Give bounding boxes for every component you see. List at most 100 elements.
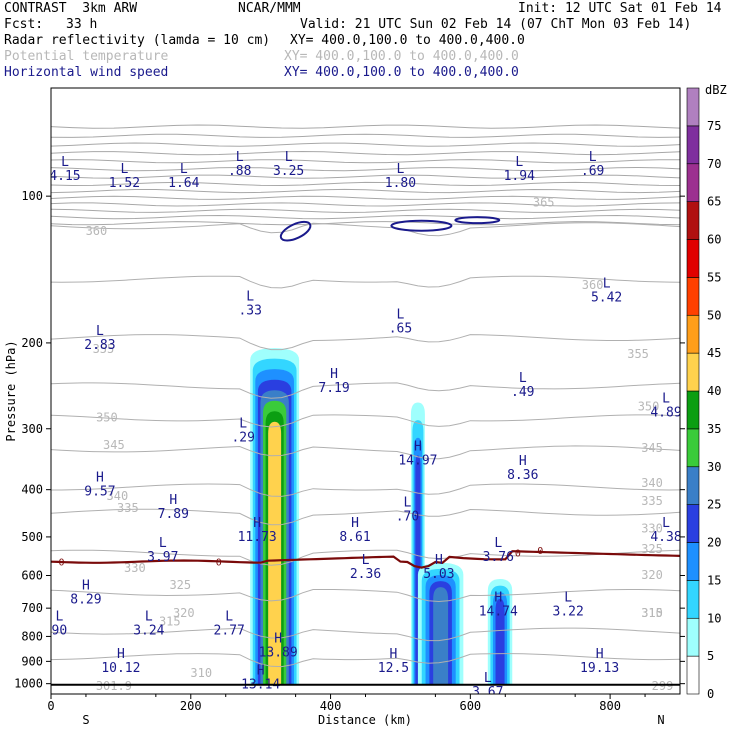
wind-extremum-type: L	[589, 150, 597, 165]
y-tick-label: 200	[21, 336, 43, 350]
x-axis-label: Distance (km)	[318, 713, 412, 727]
wind-extremum-value: 11.73	[238, 530, 277, 545]
theta-contour	[51, 382, 680, 399]
wind-extremum-value: 5.03	[423, 567, 454, 582]
colorbar-swatch-30	[686, 428, 700, 468]
theta-band-line	[51, 181, 680, 187]
theta-band-line	[51, 159, 680, 164]
wind-extremum-value: 1.64	[168, 176, 199, 191]
wind-extremum-value: 2.77	[214, 623, 245, 638]
theta-contour	[51, 275, 680, 289]
wind-extremum-value: .29	[231, 431, 254, 446]
forecast-label: Fcst:	[4, 17, 44, 32]
theta-contour	[51, 508, 680, 526]
wind-extremum-value: 5.42	[591, 291, 622, 306]
wind-extremum-value: 13.89	[259, 646, 298, 661]
theta-band-line	[51, 133, 680, 138]
wind-extremum-value: 90	[52, 623, 68, 638]
field-wind-xy: XY= 400.0,100.0 to 400.0,400.0	[284, 65, 519, 80]
wind-extremum-type: H	[330, 367, 338, 382]
wind-extremum-value: .49	[511, 385, 534, 400]
wind-extremum-type: H	[257, 664, 265, 679]
theta-contour	[51, 549, 680, 566]
theta-band-line	[51, 221, 680, 226]
wind-extremum-type: L	[225, 609, 233, 624]
theta-label: 340	[641, 476, 663, 490]
zero-contour-label: 0	[515, 548, 521, 559]
zero-contour-line	[51, 550, 680, 569]
colorbar-level-label: 50	[707, 308, 721, 322]
y-tick-label: 800	[21, 629, 43, 643]
theta-label: 335	[117, 501, 139, 515]
theta-label: 315	[159, 615, 181, 629]
x-tick-label: 200	[180, 699, 202, 713]
colorbar-level-label: 60	[707, 233, 721, 247]
theta-label: 355	[93, 342, 115, 356]
field-reflectivity-xy: XY= 400.0,100.0 to 400.0,400.0	[290, 33, 525, 48]
wind-extremum-value: 3.25	[273, 164, 304, 179]
wind-extremum-value: 3.97	[147, 550, 178, 565]
wind-extremum-value: 4.15	[49, 169, 80, 184]
colorbar-swatch-70	[686, 125, 700, 165]
wind-extremum-value: 7.19	[318, 381, 349, 396]
y-tick-label: 600	[21, 569, 43, 583]
wind-extremum-type: L	[603, 277, 611, 292]
colorbar-swatch-50	[686, 277, 700, 316]
wind-extremum-type: L	[96, 324, 104, 339]
wind-extremum-value: 3.24	[133, 623, 164, 638]
colorbar-level-label: 0	[707, 687, 714, 701]
colorbar-level-label: 40	[707, 384, 721, 398]
theta-label: 360	[582, 278, 604, 292]
wind-extremum-type: L	[159, 536, 167, 551]
theta-label: 315	[641, 606, 663, 620]
field-reflectivity-name: Radar reflectivity (lamda = 10 cm)	[4, 33, 271, 48]
theta-label: 345	[103, 438, 125, 452]
wind-extremum-value: 4.38	[650, 530, 681, 545]
wind-extremum-type: H	[519, 454, 527, 469]
wind-extremum-type: H	[351, 516, 359, 531]
wind-extremum-type: H	[117, 647, 125, 662]
wind-isotach-loop	[454, 216, 501, 225]
wind-extremum-type: L	[246, 290, 254, 305]
wind-extremum-type: H	[414, 439, 422, 454]
theta-label: 330	[124, 561, 146, 575]
colorbar-level-label: 55	[707, 270, 721, 284]
theta-label: 301.9	[96, 679, 132, 693]
theta-contour	[51, 627, 680, 642]
wind-extremum-type: H	[96, 471, 104, 486]
wind-extremum-value: 8.36	[507, 468, 538, 483]
colorbar-swatch-60	[686, 201, 700, 240]
colorbar-level-label: 15	[707, 573, 721, 587]
colorbar-unit-label: dBZ	[705, 83, 727, 97]
wind-extremum-type: L	[55, 609, 63, 624]
wind-extremum-value: 12.5	[378, 661, 409, 676]
colorbar-swatch-75	[686, 87, 700, 127]
theta-contour	[51, 653, 680, 668]
theta-band-line	[51, 150, 680, 156]
colorbar-swatch-20	[686, 504, 700, 543]
zero-contour-label: 0	[58, 558, 64, 569]
wind-extremum-type: L	[397, 307, 405, 322]
wind-extremum-value: .33	[238, 304, 261, 319]
init-time: Init: 12 UTC Sat 01 Feb 14	[518, 1, 722, 16]
theta-contour	[51, 445, 680, 460]
wind-extremum-value: .69	[581, 164, 604, 179]
theta-band-line	[51, 166, 680, 172]
y-tick-label: 900	[21, 654, 43, 668]
x-end-label-south: S	[82, 713, 89, 727]
wind-extremum-value: 19.13	[580, 661, 619, 676]
wind-extremum-type: H	[435, 553, 443, 568]
colorbar-swatch-35	[686, 390, 700, 430]
wind-extremum-type: H	[494, 591, 502, 606]
wind-extremum-type: H	[390, 647, 398, 662]
wind-extremum-type: L	[515, 155, 523, 170]
wind-extremum-value: .65	[389, 321, 412, 336]
valid-time: Valid: 21 UTC Sun 02 Feb 14 (07 ChT Mon …	[300, 17, 692, 32]
wind-extremum-type: L	[397, 162, 405, 177]
wind-extremum-value: 8.29	[70, 592, 101, 607]
wind-extremum-value: 1.52	[109, 176, 140, 191]
wind-extremum-type: H	[169, 493, 177, 508]
colorbar-level-label: 10	[707, 611, 721, 625]
wind-extremum-type: L	[662, 516, 670, 531]
